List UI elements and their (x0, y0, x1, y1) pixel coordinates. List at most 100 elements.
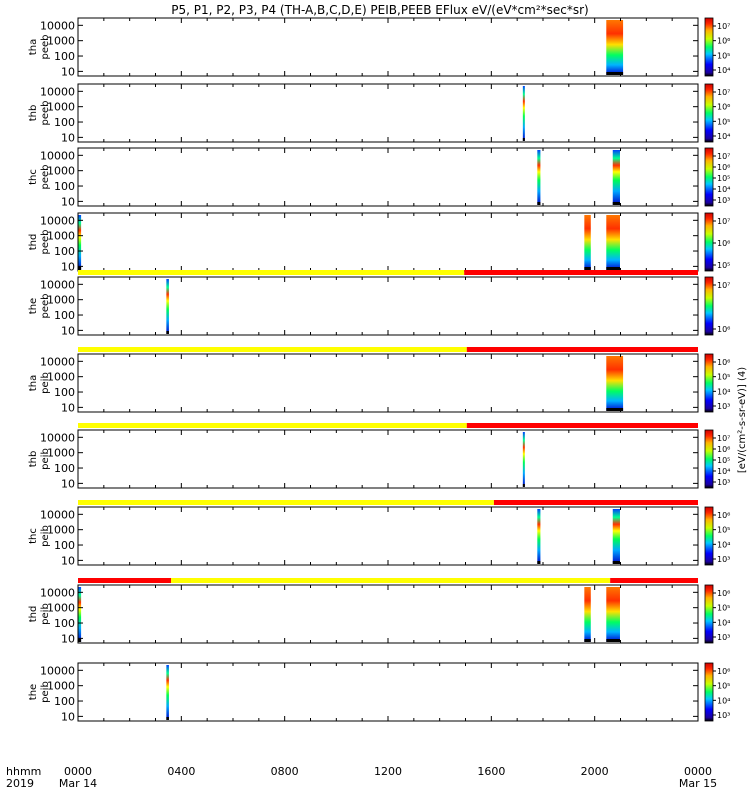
y-tick-label: 10 (61, 632, 75, 645)
colorbar-tick-label: 10⁷ (717, 152, 730, 161)
y-tick-label: 1000 (47, 524, 75, 537)
colorbar (704, 662, 714, 722)
data-bar-base (606, 408, 624, 411)
y-tick-label: 100 (54, 539, 75, 552)
colorbar-tick-label: 10⁶ (717, 103, 730, 112)
panel-probe-label: the (28, 298, 39, 314)
y-tick-label: 10000 (40, 278, 75, 291)
colorbar (704, 212, 714, 272)
y-tick-label: 10 (61, 554, 75, 567)
panel-product-label: peeb (40, 101, 51, 126)
flag-segment-red (493, 500, 698, 505)
y-tick-label: 1000 (47, 35, 75, 48)
panel-frame (77, 662, 699, 722)
panel-probe-label: thc (28, 169, 39, 185)
y-tick-label: 100 (54, 245, 75, 258)
panel-product-label: peeb (40, 230, 51, 255)
colorbar-tick-label: 10⁵ (717, 604, 730, 613)
time-tick-label: 0000 (684, 765, 712, 778)
colorbar (704, 353, 714, 413)
colorbar-tick-label: 10⁴ (717, 618, 730, 627)
time-tick-label: 2000 (581, 765, 609, 778)
colorbar-tick-label: 10⁶ (717, 239, 730, 248)
y-tick-label: 1000 (47, 447, 75, 460)
data-bar-base (537, 202, 541, 205)
panel-probe-label: tha (28, 39, 39, 55)
y-tick-label: 10 (61, 324, 75, 337)
colorbar-tick-label: 10⁵ (717, 51, 730, 60)
data-bar (584, 587, 591, 642)
colorbar-tick-label: 10⁵ (717, 456, 730, 465)
time-tick-date: Mar 15 (679, 777, 717, 790)
colorbar-tick-label: 10⁷ (717, 217, 730, 226)
panel-product-label: peeb (40, 35, 51, 60)
panel-probe-label: thb (28, 451, 39, 468)
y-tick-label: 1000 (47, 602, 75, 615)
time-corner-label-2: 2019 (6, 777, 34, 790)
colorbar-tick-label: 10³ (717, 633, 730, 642)
panel-product-label: peeb (40, 294, 51, 319)
flag-segment-red (466, 423, 698, 428)
panel-frame (77, 17, 699, 77)
colorbar-tick-label: 10⁴ (717, 66, 730, 75)
y-tick-label: 10000 (40, 19, 75, 32)
y-tick-label: 10000 (40, 431, 75, 444)
data-bar (522, 86, 525, 141)
data-bar-base (584, 639, 591, 642)
colorbar-tick-label: 10⁶ (717, 667, 730, 676)
flag-segment-red (78, 578, 171, 583)
colorbar-tick-label: 10⁶ (717, 511, 730, 520)
colorbar-tick-label: 10⁴ (717, 387, 730, 396)
panel-frame (77, 83, 699, 143)
colorbar-tick-label: 10⁵ (717, 526, 730, 535)
panel-product-label: peib (40, 525, 51, 547)
panel-probe-label: thd (28, 606, 39, 623)
data-bar (78, 587, 82, 642)
data-bar (606, 356, 624, 411)
data-bar-base (522, 138, 525, 141)
panel-frame (77, 353, 699, 413)
data-bar (612, 150, 620, 205)
y-tick-label: 100 (54, 617, 75, 630)
panel-product-label: peeb (40, 165, 51, 190)
y-tick-label: 100 (54, 695, 75, 708)
colorbar-tick-label: 10⁴ (717, 696, 730, 705)
colorbar-tick-label: 10⁵ (717, 261, 730, 270)
colorbar-tick-label: 10³ (717, 555, 730, 564)
y-tick-label: 10000 (40, 586, 75, 599)
colorbar-tick-label: 10⁶ (717, 163, 730, 172)
y-tick-label: 10000 (40, 214, 75, 227)
data-bar-base (606, 267, 620, 270)
data-bar (606, 587, 620, 642)
y-tick-label: 1000 (47, 230, 75, 243)
data-bar (78, 215, 82, 270)
panel-product-label: peib (40, 603, 51, 625)
flag-segment-yellow (171, 578, 611, 583)
colorbar-tick-label: 10⁵ (717, 373, 730, 382)
colorbar-tick-label: 10⁴ (717, 540, 730, 549)
data-bar (537, 150, 541, 205)
flag-segment-yellow (78, 423, 467, 428)
colorbar-tick-label: 10⁶ (717, 37, 730, 46)
panel-probe-label: thc (28, 528, 39, 544)
y-tick-label: 1000 (47, 371, 75, 384)
y-tick-label: 1000 (47, 165, 75, 178)
y-tick-label: 10 (61, 401, 75, 414)
y-tick-label: 10000 (40, 508, 75, 521)
flag-segment-yellow (78, 347, 467, 352)
panel-probe-label: tha (28, 375, 39, 391)
colorbar (704, 17, 714, 77)
data-bar-base (166, 331, 169, 334)
y-tick-label: 1000 (47, 101, 75, 114)
colorbar-tick-label: 10⁵ (717, 682, 730, 691)
